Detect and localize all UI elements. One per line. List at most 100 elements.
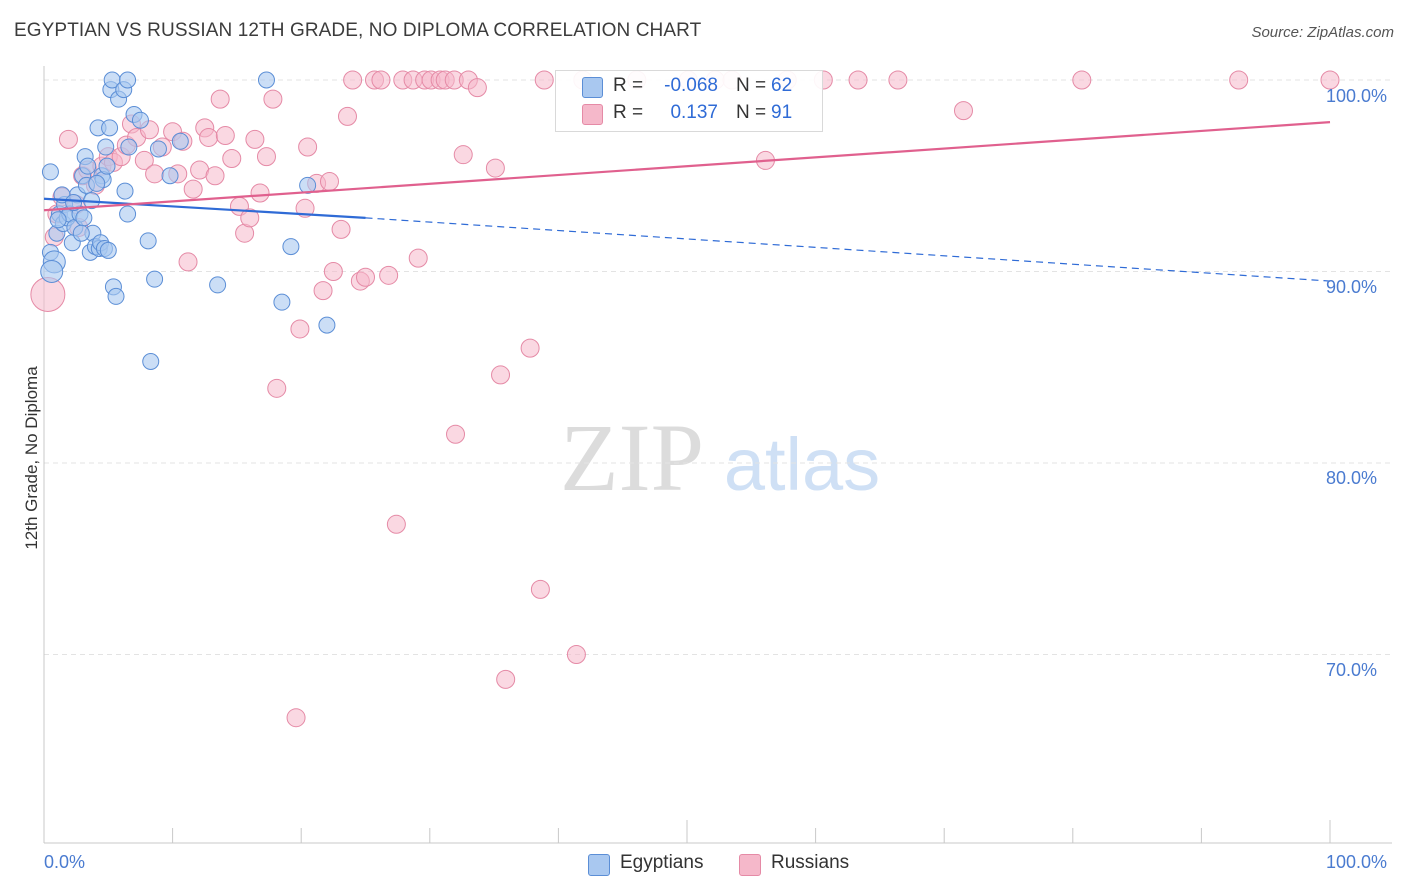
russians-point [134, 150, 154, 170]
egyptians-point [146, 270, 164, 288]
r-value: -0.068 [664, 75, 718, 96]
n-value: 91 [771, 102, 793, 123]
russians-point [953, 101, 973, 121]
y-tick-label: 70.0% [1326, 660, 1378, 680]
x-tick-label: 100.0% [1326, 852, 1388, 872]
egyptians-swatch [582, 77, 603, 98]
chart-title: EGYPTIAN VS RUSSIAN 12TH GRADE, NO DIPLO… [14, 20, 702, 41]
egyptians-point [131, 111, 149, 129]
egyptians-point [119, 205, 137, 223]
russians-point [313, 281, 333, 301]
russians-point [848, 70, 868, 90]
stats-row-russians: R = 0.137 N = 91 [556, 101, 822, 127]
axes [43, 66, 1392, 844]
russians-point [290, 319, 310, 339]
egyptians-point [40, 260, 64, 283]
russians-point [323, 262, 343, 281]
egyptians-point [41, 163, 59, 181]
egyptians-point [79, 157, 97, 175]
egyptians-points [40, 71, 336, 371]
egyptians-point [97, 138, 115, 156]
n-label: N = [736, 75, 767, 96]
russians-point [58, 129, 78, 149]
russians-point [1229, 70, 1249, 90]
r-value: 0.137 [670, 102, 718, 123]
egyptians-trend-extension [365, 217, 1331, 282]
russians-point [267, 378, 287, 398]
russians-legend-swatch [739, 854, 761, 876]
egyptians-point [120, 138, 138, 156]
russians-point [1320, 70, 1340, 90]
russians-point [245, 129, 265, 149]
russians-points [30, 70, 1340, 728]
russians-point [199, 127, 219, 147]
n-label: N = [736, 102, 767, 123]
n-value: 62 [771, 75, 793, 96]
y-tick-label: 90.0% [1326, 277, 1378, 297]
russians-point [256, 147, 276, 167]
russians-point [453, 145, 473, 165]
x-tick-label: 0.0% [44, 852, 86, 872]
russians-point [496, 669, 516, 689]
russians-point [222, 149, 242, 169]
russians-point [263, 89, 283, 109]
egyptians-point [88, 174, 106, 192]
russians-point [520, 338, 540, 358]
egyptians-point [282, 238, 300, 256]
egyptians-point [149, 140, 167, 158]
egyptians-point [209, 276, 227, 294]
russians-point [178, 252, 198, 272]
y-tick-label: 100.0% [1326, 86, 1388, 106]
stats-legend: R = -0.068 N = 62 R = 0.137 N = 91 [555, 70, 823, 132]
egyptians-legend-swatch [588, 854, 610, 876]
russians-point [295, 198, 315, 218]
russians-point [566, 645, 586, 664]
russians-swatch [582, 104, 603, 125]
stats-row-egyptians: R = -0.068 N = 62 [556, 74, 822, 100]
russians-point [240, 208, 260, 228]
egyptians-point [99, 241, 117, 259]
russians-point [337, 106, 357, 126]
chart-source: Source: ZipAtlas.com [1251, 24, 1394, 41]
r-label: R = [613, 102, 644, 123]
russians-point [331, 219, 351, 239]
egyptians-point [161, 167, 179, 185]
russians-point [210, 89, 230, 109]
russians-point [371, 70, 391, 90]
russians-point [145, 164, 165, 184]
legend-label: Egyptians [620, 852, 704, 873]
russians-point [530, 579, 550, 599]
egyptians-point [72, 224, 90, 242]
russians-point [485, 158, 505, 178]
russians-point [298, 137, 318, 157]
egyptians-point [139, 232, 157, 250]
russians-point [386, 514, 406, 534]
russians-point [534, 70, 554, 90]
russians-point [408, 248, 428, 268]
egyptians-point [75, 209, 93, 227]
trend-lines [43, 121, 1331, 282]
russians-point [446, 424, 466, 444]
russians-point [250, 183, 270, 203]
r-label: R = [613, 75, 644, 96]
egyptians-point [107, 287, 125, 305]
egyptians-point [171, 132, 189, 150]
russians-point [1072, 70, 1092, 90]
egyptians-trend-line [43, 197, 366, 219]
russians-point [888, 70, 908, 90]
russians-point [286, 708, 306, 728]
egyptians-point [101, 119, 119, 137]
watermark-atlas: atlas [724, 423, 880, 506]
russians-point [183, 179, 203, 199]
russians-point [343, 70, 363, 90]
y-tick-label: 80.0% [1326, 468, 1378, 488]
egyptians-point [318, 316, 336, 334]
russians-point [319, 171, 339, 191]
egyptians-point [49, 211, 67, 229]
russians-point [215, 126, 235, 146]
legend-label: Russians [771, 852, 850, 873]
egyptians-point [257, 71, 275, 89]
russians-point [379, 265, 399, 285]
egyptians-point [142, 353, 160, 371]
